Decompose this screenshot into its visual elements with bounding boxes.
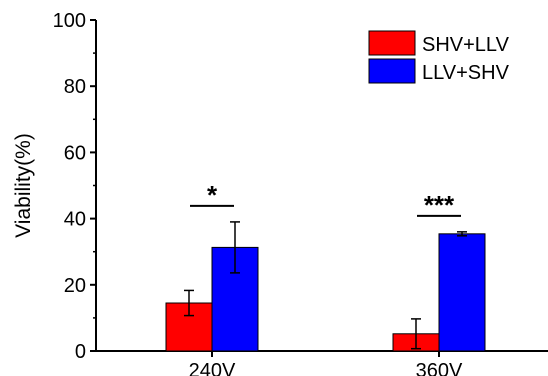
x-tick-label: 240V [189,360,236,376]
legend-swatch [368,30,416,56]
y-tick-label: 20 [64,275,86,297]
x-axis: 240V 360V [189,351,463,376]
legend-label: SHV+LLV [422,34,510,56]
legend: SHV+LLV LLV+SHV [368,30,510,84]
y-tick-label: 60 [64,142,86,164]
bars-group [165,233,486,352]
y-tick-label: 0 [75,341,86,363]
legend-swatch [368,58,416,84]
significance-group: * *** [190,180,461,220]
legend-label: LLV+SHV [422,62,510,84]
error-bars-group [184,221,467,350]
x-tick-label: 360V [416,360,463,376]
y-tick-label: 40 [64,209,86,231]
y-tick-label: 80 [64,76,86,98]
significance-label: * [207,180,218,210]
significance-label: *** [424,190,455,220]
y-tick-label: 100 [53,10,86,32]
y-axis-title: Viability(%) [12,133,35,238]
bar-llv-shv [438,233,486,352]
y-axis: 0 20 40 60 80 100 [53,10,96,363]
